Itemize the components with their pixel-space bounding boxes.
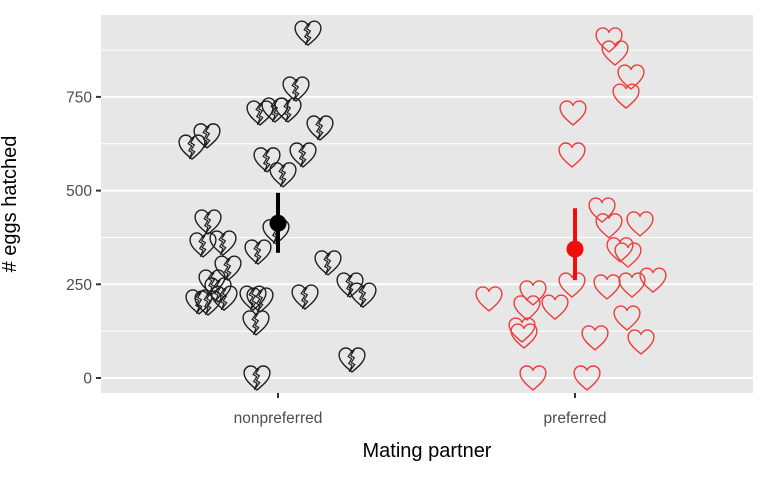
- nonpreferred-mean-point: [269, 214, 287, 232]
- x-category-label: nonpreferred: [234, 410, 323, 427]
- y-tick-label: 750: [66, 89, 92, 106]
- y-axis-title: # eggs hatched: [0, 136, 21, 273]
- y-tick-label: 500: [66, 183, 92, 200]
- axes-layer: 0 250 500 750 nonpreferred preferred: [66, 89, 606, 427]
- y-tick-label: 0: [83, 371, 92, 388]
- x-category-label: preferred: [544, 410, 607, 427]
- plot-panel: [101, 15, 753, 393]
- mean-ci-layer: [269, 192, 584, 281]
- y-tick-label: 250: [66, 277, 92, 294]
- preferred-mean-point: [566, 240, 584, 258]
- x-axis-title: Mating partner: [363, 440, 492, 462]
